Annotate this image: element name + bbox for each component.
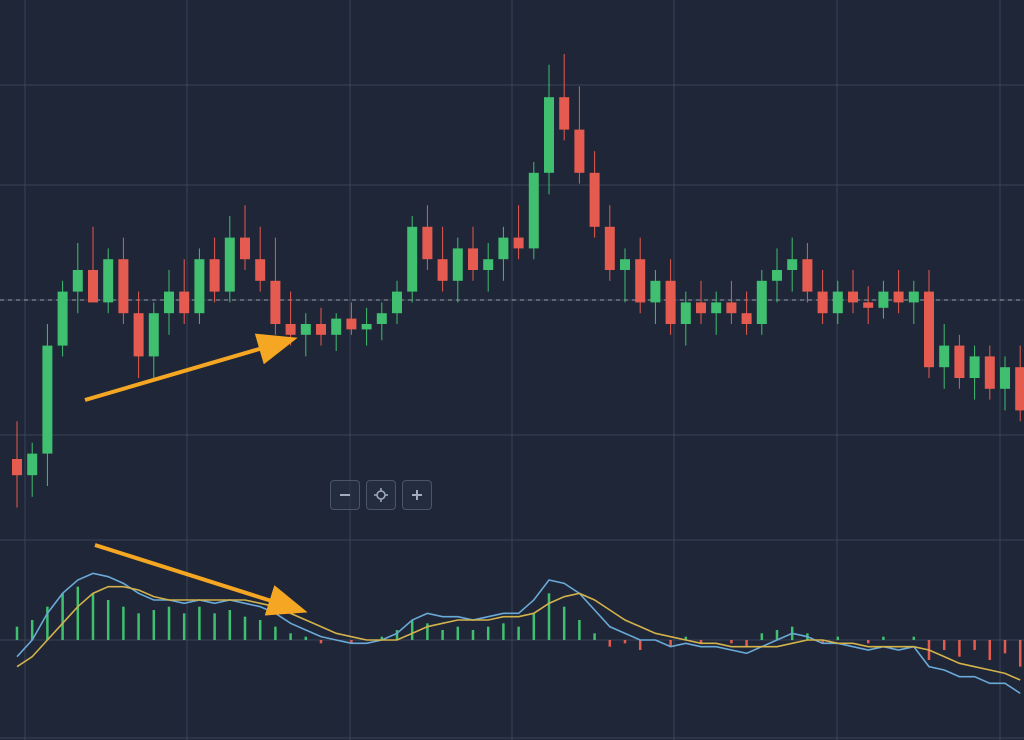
reset-zoom-button[interactable] xyxy=(366,480,396,510)
zoom-in-button[interactable] xyxy=(402,480,432,510)
zoom-out-button[interactable] xyxy=(330,480,360,510)
chart-canvas xyxy=(0,0,1024,740)
trading-chart xyxy=(0,0,1024,740)
zoom-toolbar xyxy=(330,480,432,510)
